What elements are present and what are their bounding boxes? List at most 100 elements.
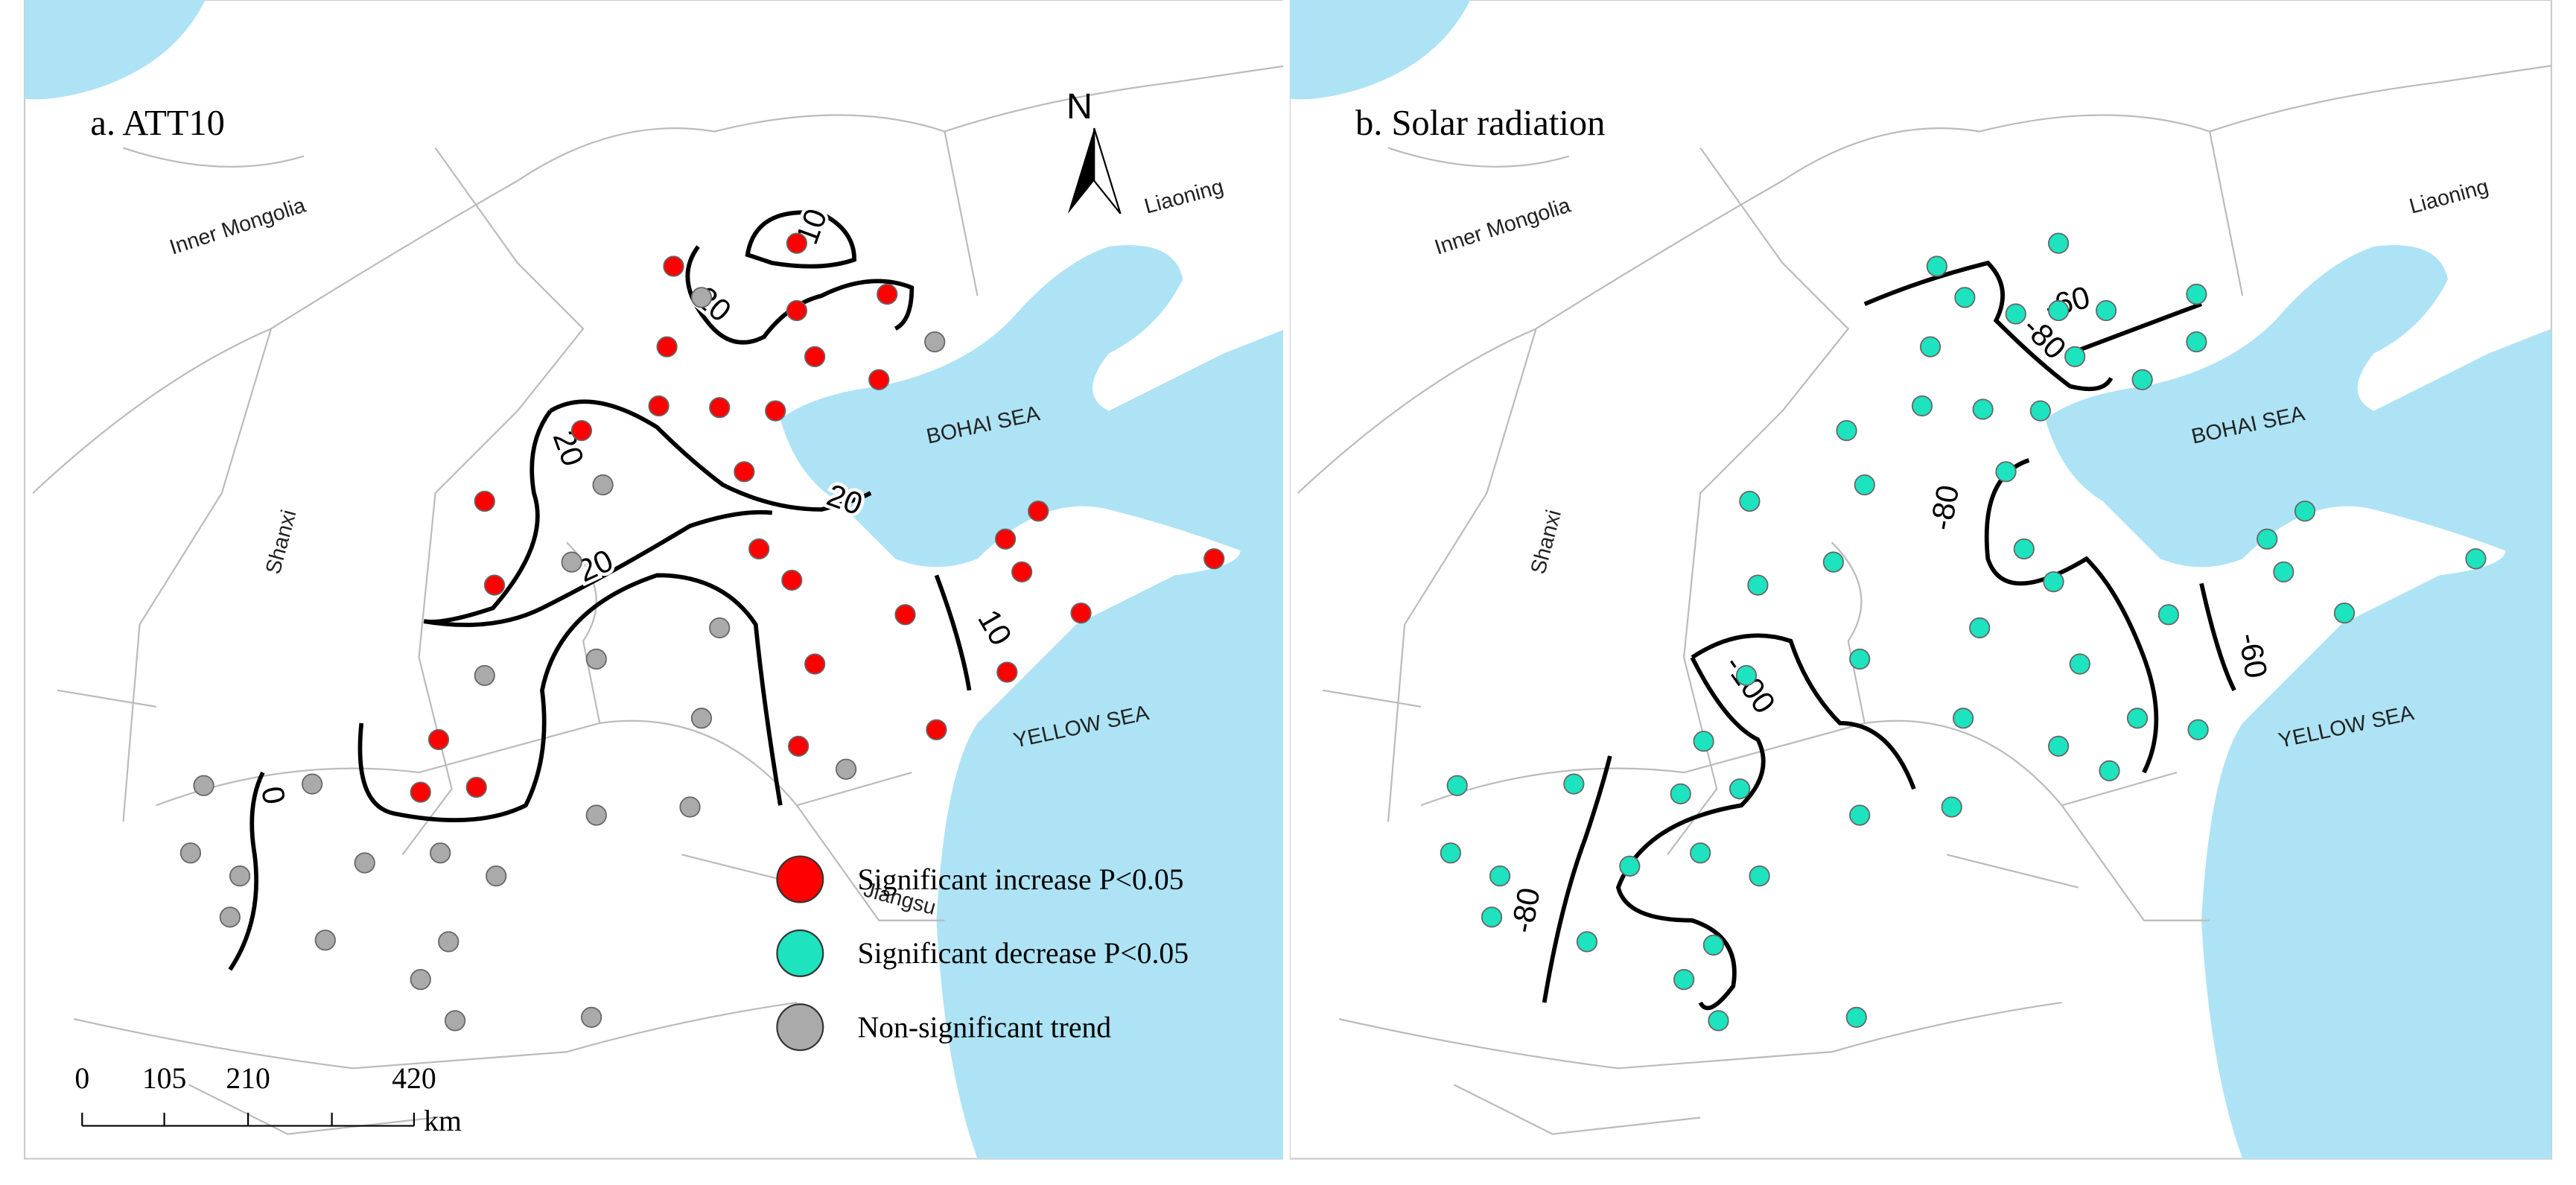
- station: [1849, 648, 1871, 670]
- panel-title: b. Solar radiation: [1355, 104, 1605, 143]
- station: [1849, 804, 1871, 826]
- panel-title: a. ATT10: [90, 104, 225, 143]
- station: [179, 842, 202, 864]
- north-arrow: [1093, 127, 1122, 215]
- station: [2013, 538, 2035, 560]
- station: [2186, 283, 2207, 305]
- station: [1693, 731, 1714, 752]
- station: [804, 653, 826, 675]
- contour: [934, 574, 972, 691]
- station: [679, 796, 701, 818]
- station: [765, 400, 786, 422]
- station: [1822, 551, 1845, 573]
- station: [585, 648, 607, 670]
- contour: [423, 409, 773, 627]
- station: [2064, 346, 2086, 367]
- station: [2257, 528, 2278, 550]
- station: [302, 773, 323, 795]
- station: [835, 758, 857, 780]
- scale-label: 105: [142, 1062, 187, 1095]
- station: [2131, 369, 2153, 390]
- station: [1926, 255, 1947, 277]
- legend-label: Non-significant trend: [858, 1011, 1112, 1043]
- station: [427, 728, 450, 751]
- station: [781, 569, 803, 591]
- station: [1489, 865, 1511, 887]
- station: [709, 397, 731, 419]
- station: [787, 735, 810, 757]
- station: [2069, 653, 2090, 675]
- station: [193, 775, 214, 796]
- station: [2099, 760, 2120, 782]
- station: [663, 255, 684, 277]
- basemap: [1288, 0, 2553, 1160]
- station: [1969, 617, 1991, 639]
- station: [474, 664, 495, 687]
- station: [483, 574, 506, 596]
- station: [1972, 398, 1994, 420]
- station: [1729, 778, 1751, 800]
- station: [444, 1010, 466, 1032]
- station: [2294, 501, 2316, 522]
- station: [1690, 842, 1711, 864]
- station: [2186, 331, 2207, 353]
- station: [804, 346, 826, 367]
- station: [2047, 232, 2070, 254]
- scale-label: 210: [226, 1062, 270, 1095]
- station: [1954, 287, 1976, 308]
- station: [926, 719, 947, 740]
- station: [2126, 708, 2149, 729]
- station: [1845, 1006, 1867, 1029]
- contour: [1863, 260, 2114, 392]
- station: [354, 852, 375, 874]
- station: [648, 395, 670, 417]
- station: [430, 842, 451, 864]
- contour: [1542, 755, 1612, 1003]
- station: [1670, 783, 1691, 804]
- contour: [549, 399, 872, 512]
- station: [2005, 303, 2026, 325]
- scale-label: 420: [392, 1062, 436, 1095]
- contour: [228, 771, 265, 971]
- station: [1749, 865, 1770, 887]
- station: [748, 538, 770, 560]
- station: [656, 336, 678, 358]
- station: [2047, 735, 2070, 757]
- station: [2029, 400, 2051, 422]
- station: [690, 287, 713, 308]
- station: [1953, 708, 1974, 729]
- station: [2273, 561, 2294, 583]
- scale-unit: km: [424, 1105, 462, 1137]
- station: [2187, 719, 2209, 740]
- station: [1028, 501, 1049, 522]
- station: [994, 528, 1017, 550]
- station: [924, 331, 946, 353]
- station: [1481, 906, 1503, 928]
- station: [1995, 461, 2017, 483]
- contour: [2199, 582, 2236, 692]
- station: [314, 930, 336, 951]
- station: [561, 551, 582, 573]
- station: [1836, 420, 1857, 442]
- station: [438, 931, 459, 953]
- station: [1563, 773, 1585, 795]
- contour: [1984, 458, 2159, 774]
- station: [1070, 602, 1092, 624]
- station: [410, 969, 431, 991]
- contour-label: -80: [1504, 885, 1547, 935]
- station: [570, 420, 593, 442]
- north-arrow: [1067, 128, 1095, 214]
- station: [592, 474, 614, 496]
- contour: [2069, 302, 2203, 356]
- station: [996, 661, 1018, 683]
- station: [1702, 934, 1724, 956]
- station: [1011, 561, 1033, 583]
- station: [474, 490, 495, 512]
- station: [1739, 490, 1761, 512]
- legend-label: Significant decrease P<0.05: [858, 937, 1189, 970]
- station: [1440, 842, 1462, 864]
- station: [410, 781, 431, 803]
- station: [585, 804, 607, 826]
- station: [581, 1006, 602, 1029]
- station: [1203, 548, 1225, 570]
